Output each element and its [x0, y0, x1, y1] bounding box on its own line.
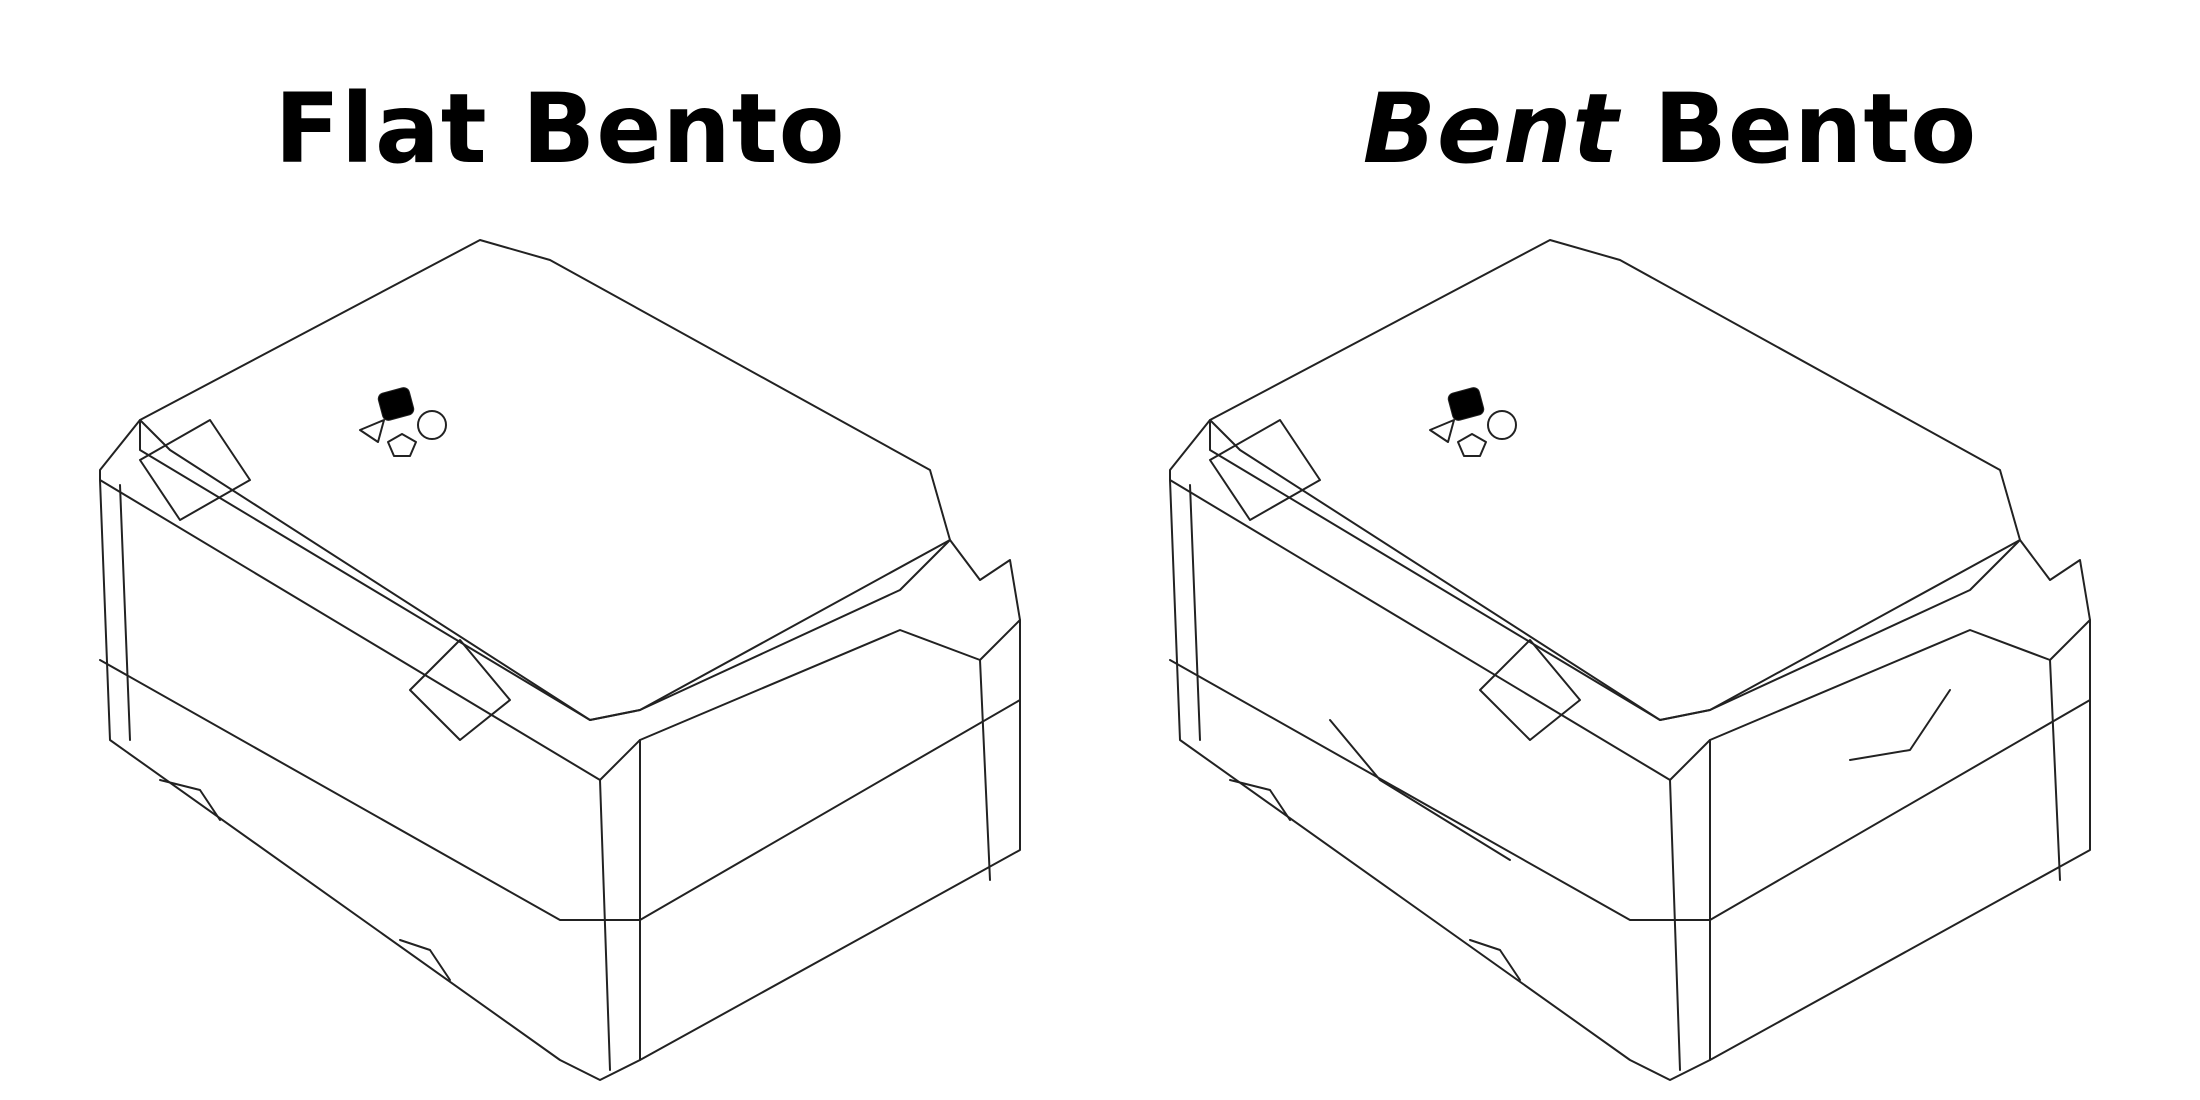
title-flat-bento: Flat Bento — [160, 64, 960, 194]
box-outline — [99, 239, 1021, 1081]
flat-bento-drawing — [99, 239, 1021, 1081]
box-outline — [1169, 239, 2091, 1081]
latch-front — [1479, 639, 1581, 741]
latch-front — [409, 639, 511, 741]
title-flat-bento-text: Flat Bento — [274, 73, 846, 185]
logo-shapes — [359, 387, 447, 457]
bent-bento-drawing — [1169, 239, 2091, 1081]
title-bent-rest: Bento — [1619, 73, 1978, 185]
title-bent-bento: Bent Bento — [1220, 64, 2120, 194]
latch-left — [139, 419, 251, 521]
latch-left — [1209, 419, 1321, 521]
bent-cutout-left — [1329, 719, 1511, 861]
logo-shapes — [1429, 387, 1517, 457]
title-bent-emphasis: Bent — [1362, 73, 1620, 185]
bent-cutout-right — [1849, 689, 1951, 761]
